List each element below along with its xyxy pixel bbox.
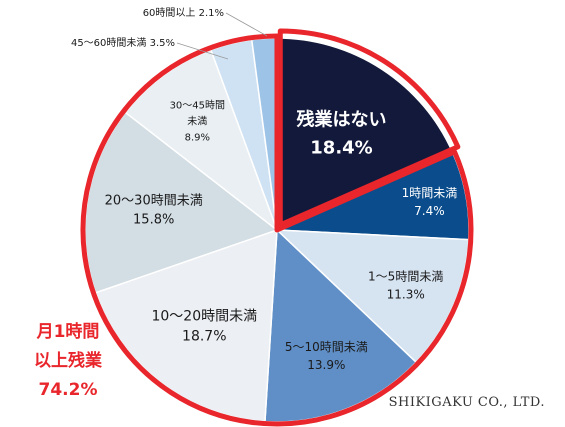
callout-line-1: 月1時間 — [36, 322, 100, 342]
slice-label: 5～10時間未満 — [285, 340, 368, 354]
slice-value: 15.8% — [133, 213, 174, 228]
slice-label: 未満 — [187, 116, 207, 128]
slice-label: 残業はない — [297, 109, 387, 131]
highlight-overtime-group — [80, 33, 474, 427]
slice-value: 13.9% — [307, 358, 345, 372]
company-name: SHIKIGAKU CO., LTD. — [388, 395, 545, 410]
overtime-callout: 月1時間 以上残業 74.2% — [18, 318, 118, 405]
callout-line-2: 以上残業 — [34, 351, 102, 371]
highlight-no-overtime — [277, 28, 461, 228]
slice-label: 1～5時間未満 — [368, 269, 443, 283]
slice-label: 10～20時間未満 — [151, 308, 257, 324]
leader-line — [176, 42, 229, 60]
slice-label: 30～45時間 — [170, 100, 225, 112]
slice-value: 18.4% — [310, 138, 372, 159]
slice-value: 18.7% — [182, 328, 226, 344]
slice-label: 20～30時間未満 — [105, 194, 203, 209]
leader-line — [225, 12, 268, 37]
slice-value: 8.9% — [185, 133, 210, 144]
callout-percentage: 74.2% — [38, 380, 98, 400]
slice-value: 11.3% — [387, 287, 425, 301]
slice-label: 1時間未満 — [402, 186, 458, 200]
slice-label: 60時間以上 2.1% — [143, 7, 224, 19]
slice-value: 7.4% — [414, 204, 445, 218]
pie-slice — [276, 37, 454, 232]
slice-label: 45～60時間未満 3.5% — [71, 37, 175, 49]
